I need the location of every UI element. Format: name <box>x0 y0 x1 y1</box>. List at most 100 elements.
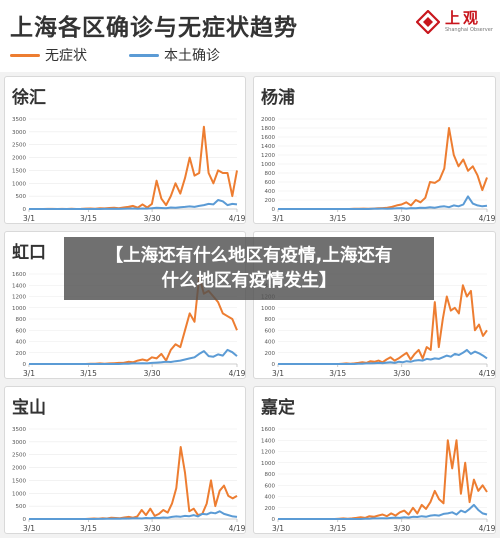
x-tick-label: 4/19 <box>479 369 496 378</box>
y-tick-label: 1600 <box>261 427 275 433</box>
x-tick-label: 4/19 <box>229 369 246 378</box>
series-line-asymptomatic <box>29 125 238 210</box>
series-line-asymptomatic <box>29 446 238 520</box>
chart-svg-xuhui: 徐汇 0 500 1000 1500 2000 2500 3000 3500 3/1 3/15 3/3… <box>11 87 246 223</box>
y-tick-label: 1000 <box>12 491 26 497</box>
y-tick-label: 1400 <box>12 283 26 289</box>
series-line-confirmed <box>278 503 488 520</box>
y-tick-label: 800 <box>265 171 276 177</box>
chart-title: 虹口 <box>12 243 46 263</box>
chart-svg-hongkou: 虹口 0 200 400 600 800 1000 1200 1400 1600 3/1 3/15 3/… <box>12 243 246 378</box>
series-line-confirmed <box>29 348 238 365</box>
logo-text: 上观 <box>445 9 482 27</box>
series-line-confirmed <box>29 199 238 210</box>
y-tick-label: 1500 <box>12 168 26 174</box>
y-tick-label: 1000 <box>261 306 275 312</box>
chart-svg-jiading: 嘉定 0 200 400 600 800 1000 1200 1400 1600 3/1 3/15 3/… <box>260 397 496 533</box>
y-tick-label: 500 <box>16 194 27 200</box>
logo: 上观 Shanghai Observer <box>416 10 493 34</box>
y-tick-label: 1400 <box>261 144 275 150</box>
chart-panel-baoshan: 宝山 0 500 1000 1500 2000 2500 3000 3500 3/1 3/15 3/3… <box>4 386 246 534</box>
y-tick-label: 1600 <box>12 272 26 278</box>
y-tick-label: 1400 <box>261 438 275 444</box>
y-tick-label: 1000 <box>261 162 275 168</box>
y-tick-label: 3500 <box>12 427 26 433</box>
logo-subtext: Shanghai Observer <box>445 27 493 33</box>
y-tick-label: 1200 <box>12 295 26 301</box>
y-tick-label: 1600 <box>261 135 275 141</box>
y-tick-label: 1200 <box>261 153 275 159</box>
x-tick-label: 4/19 <box>229 524 246 533</box>
legend-item-confirmed: 本土确诊 <box>129 45 220 65</box>
headline-overlay: 【上海还有什么地区有疫情,上海还有 什么地区有疫情发生】 <box>64 237 434 300</box>
legend: 无症状 本土确诊 <box>10 45 262 65</box>
legend-swatch-asymptomatic <box>10 53 40 57</box>
page-title: 上海各区确诊与无症状趋势 <box>10 15 298 41</box>
y-tick-label: 1000 <box>261 461 275 467</box>
x-tick-label: 3/15 <box>80 524 97 533</box>
chart-panel-xuhui: 徐汇 0 500 1000 1500 2000 2500 3000 3500 3/1 3/15 3/3… <box>4 76 246 224</box>
y-tick-label: 0 <box>272 362 276 368</box>
y-tick-label: 800 <box>265 317 276 323</box>
x-tick-label: 3/15 <box>80 214 97 223</box>
chart-title: 杨浦 <box>261 87 295 108</box>
y-tick-label: 200 <box>16 351 27 357</box>
y-tick-label: 400 <box>265 340 276 346</box>
chart-svg-yangpu: 杨浦 0 200 400 600 800 1000 1200 1400 1600 1800 2000 3… <box>261 87 496 223</box>
y-tick-label: 3000 <box>12 440 26 446</box>
legend-label-asymptomatic: 无症状 <box>45 48 87 64</box>
x-tick-label: 3/1 <box>272 214 284 223</box>
y-tick-label: 400 <box>265 189 276 195</box>
chart-svg-baoshan: 宝山 0 500 1000 1500 2000 2500 3000 3500 3/1 3/15 3/3… <box>12 397 246 533</box>
legend-item-asymptomatic: 无症状 <box>10 45 87 65</box>
chart-panel-yangpu: 杨浦 0 200 400 600 800 1000 1200 1400 1600 1800 2000 3… <box>253 76 496 224</box>
y-tick-label: 3000 <box>12 130 26 136</box>
x-tick-label: 4/19 <box>479 214 496 223</box>
headline-line-1: 【上海还有什么地区有疫情,上海还有 <box>105 245 393 266</box>
y-tick-label: 400 <box>265 495 276 501</box>
x-tick-label: 4/19 <box>229 214 246 223</box>
x-tick-label: 3/1 <box>272 524 284 533</box>
y-tick-label: 800 <box>16 317 27 323</box>
x-tick-label: 3/15 <box>329 214 346 223</box>
y-tick-label: 1000 <box>12 306 26 312</box>
y-tick-label: 200 <box>265 506 276 512</box>
x-tick-label: 4/19 <box>479 524 496 533</box>
y-tick-label: 2000 <box>12 466 26 472</box>
logo-diamond-icon <box>416 10 440 34</box>
headline-line-2: 什么地区有疫情发生】 <box>161 270 337 291</box>
series-line-asymptomatic <box>278 439 488 520</box>
x-tick-label: 3/15 <box>329 369 346 378</box>
x-tick-label: 3/30 <box>144 369 161 378</box>
y-tick-label: 1800 <box>261 126 275 132</box>
y-tick-label: 0 <box>272 517 276 523</box>
x-tick-label: 3/1 <box>23 214 35 223</box>
chart-title: 徐汇 <box>11 87 46 108</box>
legend-label-confirmed: 本土确诊 <box>164 48 220 64</box>
x-tick-label: 3/15 <box>329 524 346 533</box>
y-tick-label: 500 <box>16 504 27 510</box>
y-tick-label: 2000 <box>261 117 275 123</box>
x-tick-label: 3/1 <box>23 524 35 533</box>
x-tick-label: 3/15 <box>80 369 97 378</box>
x-tick-label: 3/30 <box>144 214 161 223</box>
y-tick-label: 3500 <box>12 117 26 123</box>
y-tick-label: 400 <box>16 340 27 346</box>
y-tick-label: 0 <box>23 362 27 368</box>
y-tick-label: 0 <box>23 207 27 213</box>
y-tick-label: 0 <box>23 517 27 523</box>
y-tick-label: 600 <box>265 328 276 334</box>
series-line-confirmed <box>29 510 238 520</box>
series-line-confirmed <box>278 348 488 365</box>
y-tick-label: 1000 <box>12 181 26 187</box>
y-tick-label: 200 <box>265 198 276 204</box>
x-tick-label: 3/30 <box>393 524 410 533</box>
series-line-confirmed <box>278 195 488 210</box>
y-tick-label: 2500 <box>12 143 26 149</box>
x-tick-label: 3/30 <box>144 524 161 533</box>
x-tick-label: 3/1 <box>272 369 284 378</box>
x-tick-label: 3/30 <box>393 369 410 378</box>
series-line-asymptomatic <box>278 127 488 210</box>
chart-panel-jiading: 嘉定 0 200 400 600 800 1000 1200 1400 1600 3/1 3/15 3/… <box>253 386 496 534</box>
y-tick-label: 600 <box>265 483 276 489</box>
